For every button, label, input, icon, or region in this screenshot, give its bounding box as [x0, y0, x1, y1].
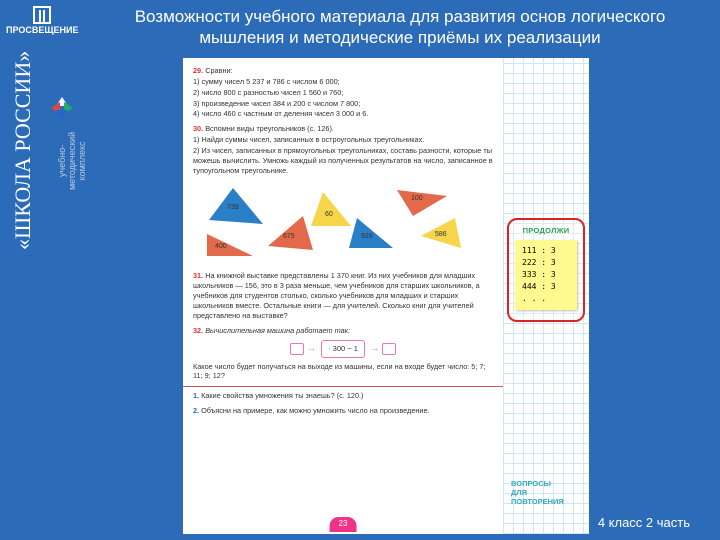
- footer-label: 4 класс 2 часть: [598, 515, 690, 530]
- callout-row: 444 : 3: [522, 281, 570, 293]
- callout-row: . . .: [522, 293, 570, 305]
- callout-row: 222 : 3: [522, 257, 570, 269]
- exercise-31: 31. На книжной выставке представлены 1 3…: [193, 271, 493, 320]
- exercise-29: 29. Сравни: 1) сумму чисел 5 237 и 786 с…: [193, 66, 493, 119]
- continue-callout: ПРОДОЛЖИ 111 : 3 222 : 3 333 : 3 444 : 3…: [507, 218, 585, 322]
- callout-title: ПРОДОЛЖИ: [515, 226, 577, 235]
- page-number: 23: [330, 517, 357, 532]
- series-title: «ШКОЛА РОССИИ»: [10, 51, 36, 250]
- umk-label: учебно-методическийкомплекс: [58, 132, 88, 190]
- callout-row: 111 : 3: [522, 245, 570, 257]
- slide-title: Возможности учебного материала для разви…: [100, 6, 700, 49]
- triangles-figure: 739 400 675 60 928 100 586: [193, 180, 493, 268]
- machine-diagram: → · 300 − 1 →: [193, 340, 493, 358]
- review-label: ВОПРОСЫДЛЯПОВТОРЕНИЯ: [511, 479, 564, 506]
- publisher-logo: ПРОСВЕЩЕНИЕ: [6, 6, 79, 36]
- callout-row: 333 : 3: [522, 269, 570, 281]
- question-1: 1. Какие свойства умножения ты знаешь? (…: [193, 391, 493, 401]
- textbook-margin: ПРОДОЛЖИ 111 : 3 222 : 3 333 : 3 444 : 3…: [503, 58, 589, 534]
- decor-icon: [48, 94, 76, 122]
- exercise-30: 30. Вспомни виды треугольников (с. 126).…: [193, 124, 493, 175]
- exercise-32: 32. Вычислительная машина работает так: …: [193, 326, 493, 382]
- callout-body: 111 : 3 222 : 3 333 : 3 444 : 3 . . .: [515, 240, 577, 310]
- question-2: 2. Объясни на примере, как можно умножит…: [193, 406, 493, 416]
- textbook-page: 29. Сравни: 1) сумму чисел 5 237 и 786 с…: [183, 58, 503, 534]
- publisher-name: ПРОСВЕЩЕНИЕ: [6, 26, 79, 36]
